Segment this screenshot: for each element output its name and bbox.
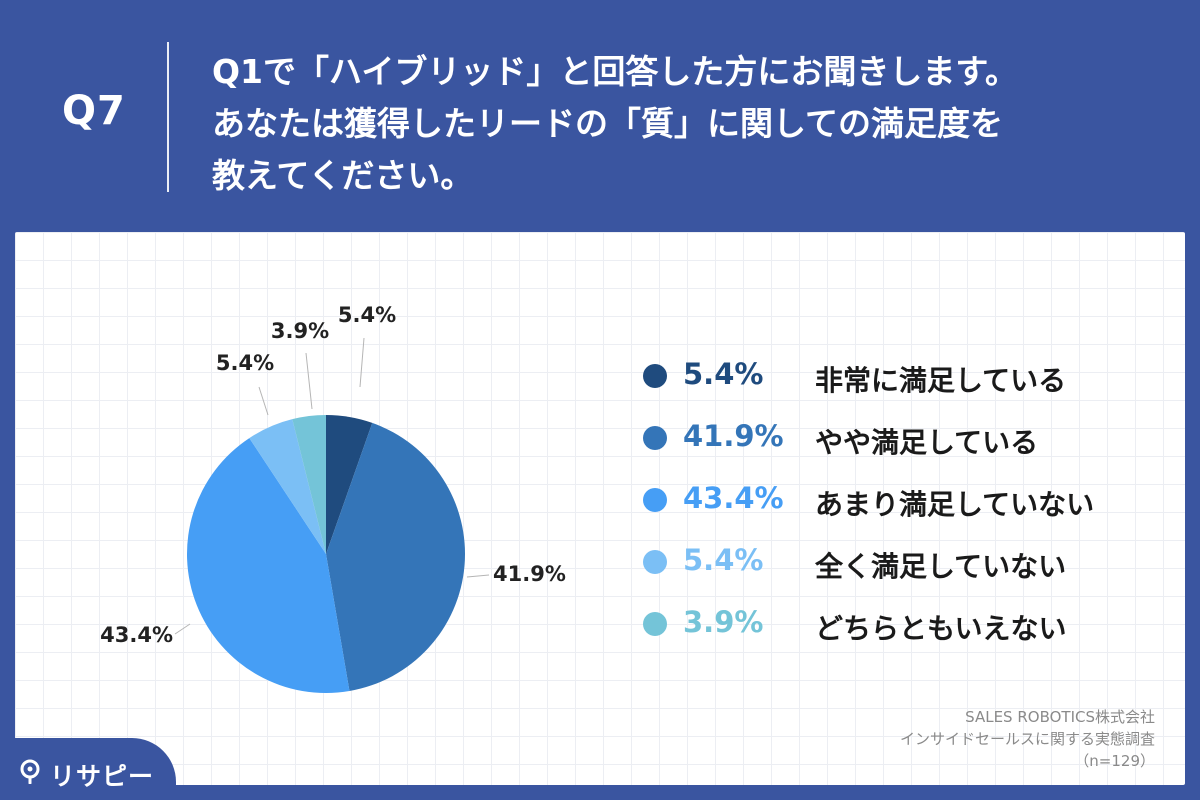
legend-label: やや満足している [815, 426, 1039, 459]
legend-value: 43.4% [683, 481, 784, 515]
question-number: Q7 [62, 88, 126, 134]
question-line-3: 教えてください。 [212, 156, 474, 195]
data-label: 5.4% [338, 303, 396, 327]
pie-slice [326, 415, 373, 554]
legend-value: 3.9% [683, 605, 764, 639]
question-line-1: Q1で「ハイブリッド」と回答した方にお聞きします。 [212, 52, 1019, 91]
header: Q7 Q1で「ハイブリッド」と回答した方にお聞きします。 あなたは獲得したリード… [0, 0, 1200, 232]
legend-dot [643, 426, 667, 450]
data-label: 43.4% [100, 623, 173, 647]
pie-slice [292, 415, 326, 554]
legend-value: 5.4% [683, 543, 764, 577]
logo-text: リサピー [50, 762, 155, 791]
legend-dot [643, 612, 667, 636]
question-text: Q1で「ハイブリッド」と回答した方にお聞きします。 あなたは獲得したリードの「質… [212, 46, 1172, 202]
leader-line [174, 623, 191, 635]
legend-label: 全く満足していない [815, 550, 1067, 583]
source-note: SALES ROBOTICS株式会社 インサイドセールスに関する実態調査 （n=… [900, 706, 1155, 772]
pie-chart: 5.4% 41.9% 43.4% 5.4% 3.9% [100, 303, 566, 693]
chart-card: 5.4% 41.9% 43.4% 5.4% 3.9% 5.4% 非常に満足している 41… [15, 232, 1185, 785]
legend-dot [643, 550, 667, 574]
source-company: SALES ROBOTICS株式会社 [965, 708, 1155, 726]
pie-slice [326, 422, 465, 692]
legend-value: 5.4% [683, 357, 764, 391]
legend-label: 非常に満足している [815, 364, 1067, 397]
leader-line [258, 386, 269, 416]
pie-slice [249, 419, 326, 554]
data-label: 3.9% [271, 319, 329, 343]
header-divider [167, 42, 169, 192]
leader-line [305, 352, 313, 410]
source-sample-size: （n=129） [1074, 752, 1155, 770]
leader-line [359, 337, 365, 388]
leader-line [466, 574, 490, 578]
legend-label: どちらともいえない [815, 612, 1067, 645]
source-survey: インサイドセールスに関する実態調査 [899, 730, 1155, 748]
data-label: 5.4% [216, 351, 274, 375]
brand-logo: リサピー [0, 738, 176, 800]
legend-dot [643, 364, 667, 388]
legend-value: 41.9% [683, 419, 784, 453]
legend-dot [643, 488, 667, 512]
legend-label: あまり満足していない [815, 488, 1095, 521]
data-label: 41.9% [493, 562, 566, 586]
pie-slice [186, 438, 350, 693]
pin-icon [20, 759, 40, 784]
question-line-2: あなたは獲得したリードの「質」に関しての満足度を [212, 104, 1004, 143]
